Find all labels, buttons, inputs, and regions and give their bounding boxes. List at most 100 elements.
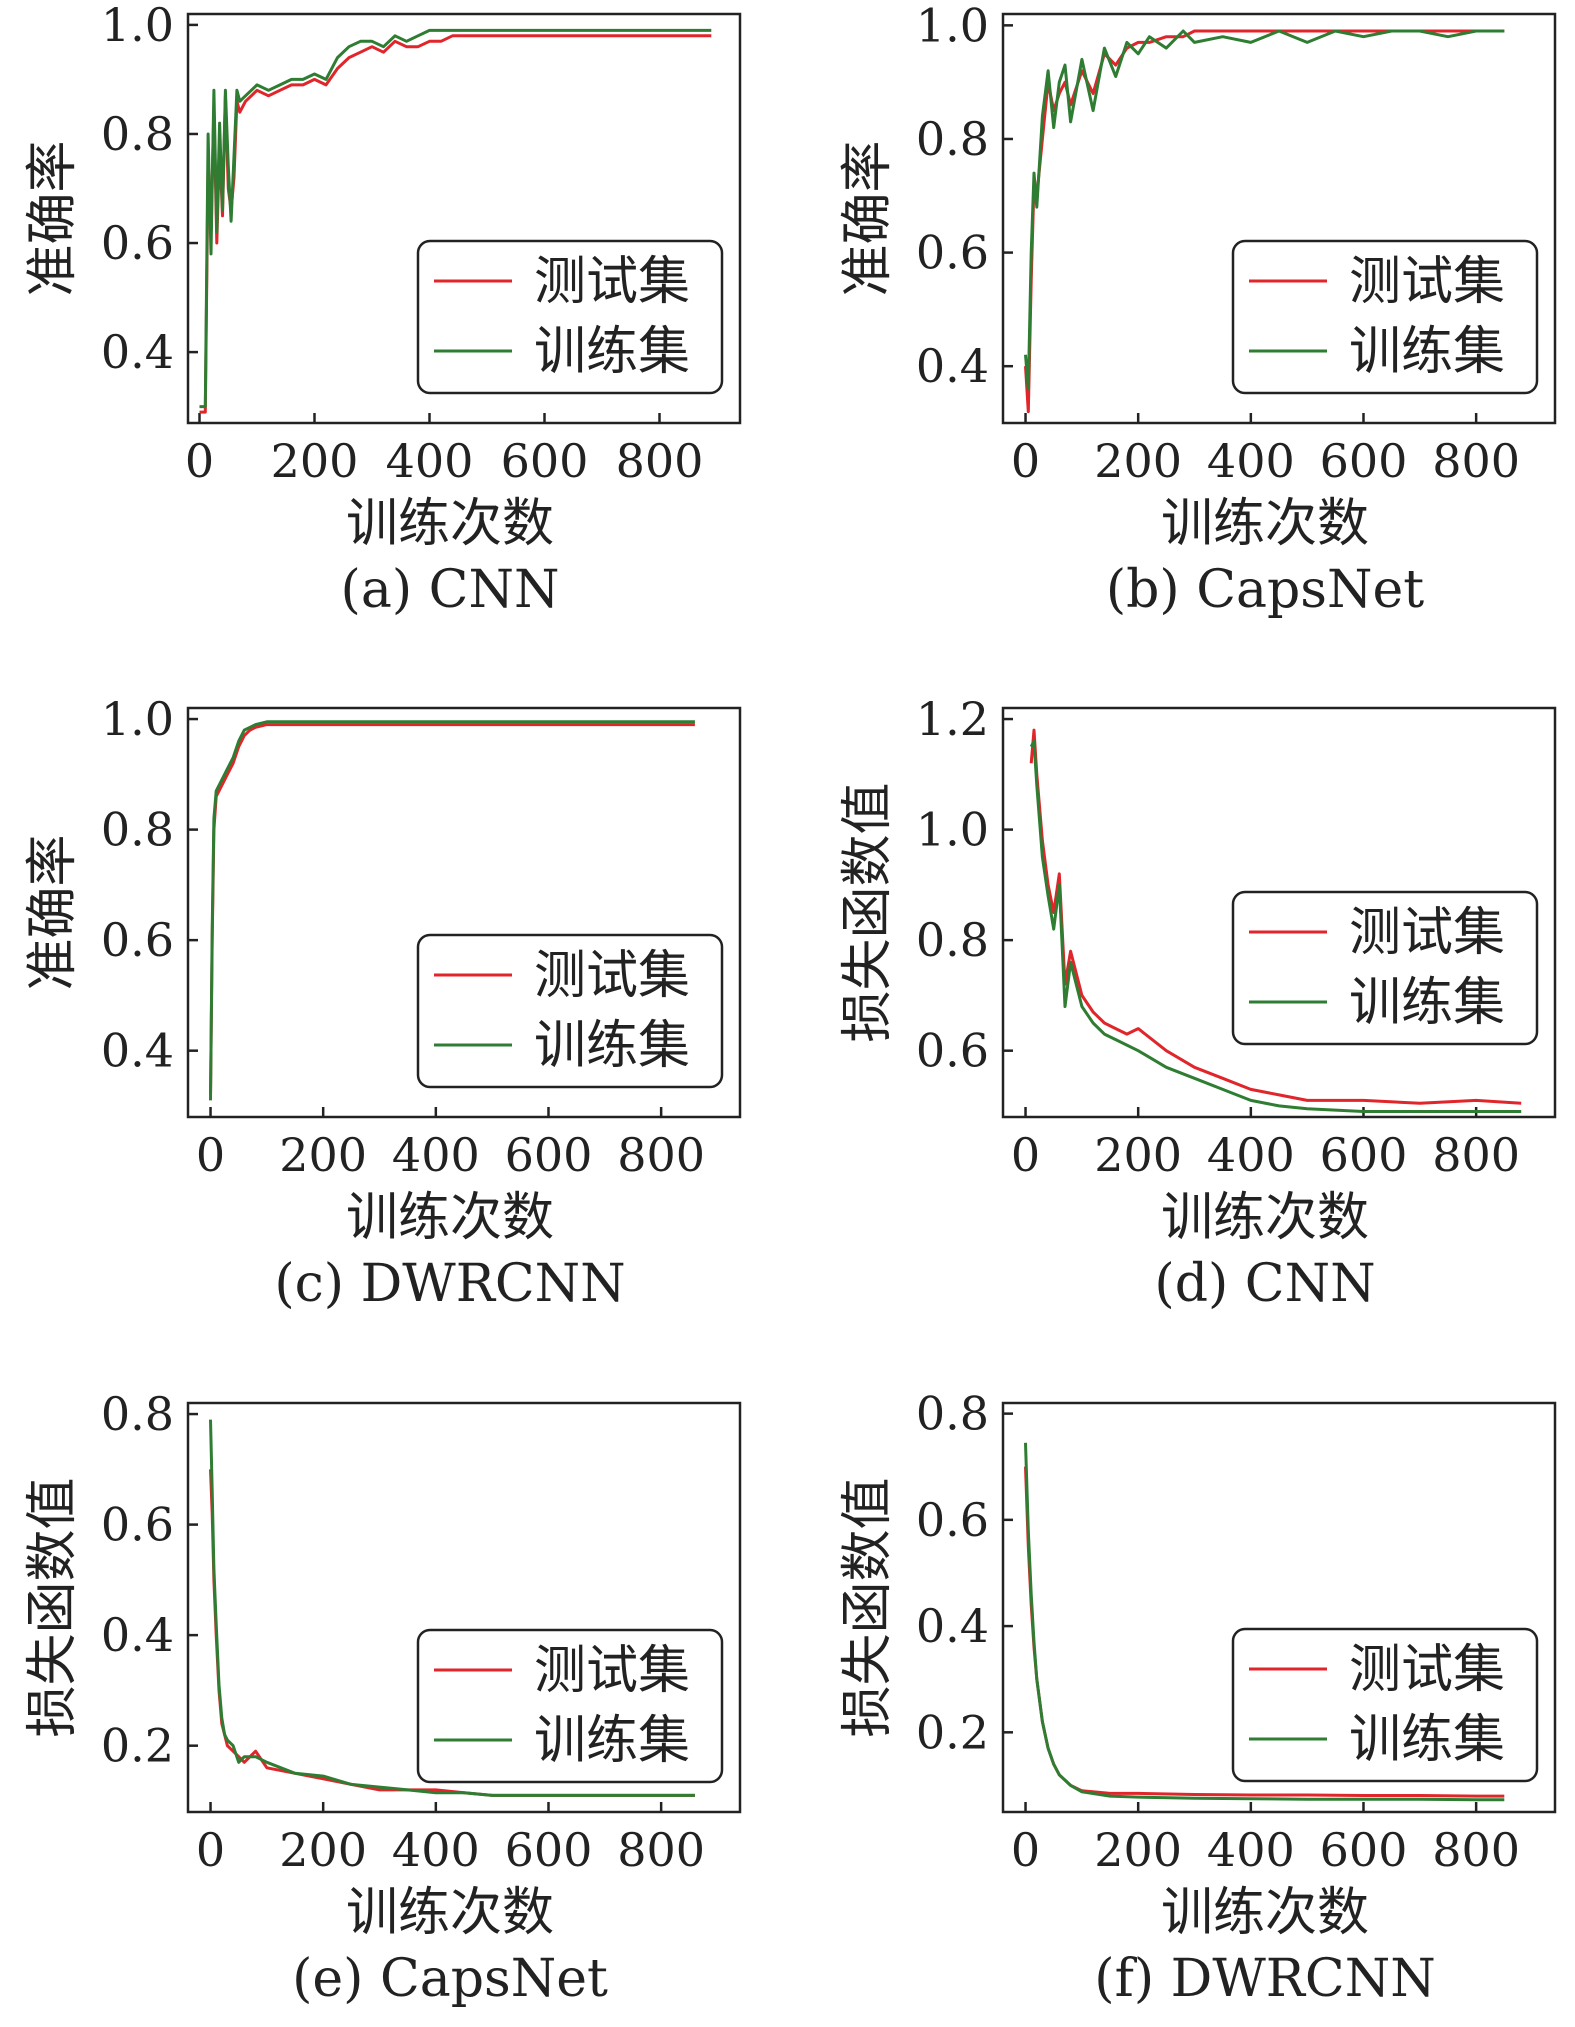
y-tick-label: 0.4 <box>916 339 989 393</box>
y-tick-label: 0.6 <box>916 226 989 280</box>
legend-label-test: 测试集 <box>534 1641 690 1701</box>
legend-box <box>1231 239 1539 395</box>
x-tick-label: 0 <box>1011 1823 1040 1877</box>
x-axis-label: 训练次数 <box>346 1883 554 1943</box>
x-tick-label: 400 <box>1207 434 1295 488</box>
x-tick-label: 0 <box>196 1823 225 1877</box>
x-axis-label: 训练次数 <box>1161 494 1369 554</box>
x-tick-label: 800 <box>1432 1823 1520 1877</box>
series-line-test <box>209 723 695 1095</box>
legend-label-train: 训练集 <box>1349 973 1505 1033</box>
y-tick-label: 0.2 <box>101 1719 174 1773</box>
panel-caption: (b) CapsNet <box>1106 560 1424 620</box>
panel-caption: (f) DWRCNN <box>1094 1949 1435 2009</box>
y-tick-label: 0.4 <box>101 325 174 379</box>
y-tick-label: 0.6 <box>101 913 174 967</box>
y-tick-label: 0.8 <box>101 803 174 857</box>
legend-label-test: 测试集 <box>534 946 690 1006</box>
x-tick-label: 200 <box>1094 434 1182 488</box>
y-tick-label: 1.2 <box>916 692 989 746</box>
x-tick-label: 800 <box>616 434 704 488</box>
x-tick-label: 800 <box>1432 1128 1520 1182</box>
y-tick-label: 0.8 <box>101 107 174 161</box>
series-line-train <box>199 28 712 409</box>
legend-box <box>416 239 724 395</box>
legend-box <box>416 1628 724 1784</box>
x-tick-label: 200 <box>1094 1823 1182 1877</box>
y-tick-label: 0.6 <box>916 1024 989 1078</box>
panel-caption: (c) DWRCNN <box>274 1254 625 1314</box>
x-tick-label: 400 <box>392 1823 480 1877</box>
x-tick-label: 0 <box>185 434 214 488</box>
y-tick-label: 0.8 <box>916 913 989 967</box>
y-axis-label: 准确率 <box>838 140 898 296</box>
x-tick-label: 200 <box>271 434 359 488</box>
y-tick-label: 0.6 <box>101 1498 174 1552</box>
y-tick-label: 0.4 <box>101 1608 174 1662</box>
x-tick-label: 200 <box>279 1128 367 1182</box>
legend-label-test: 测试集 <box>534 252 690 312</box>
y-axis-label: 损失函数值 <box>23 1477 83 1737</box>
x-tick-label: 400 <box>1207 1823 1295 1877</box>
y-tick-label: 0.4 <box>916 1599 989 1653</box>
x-tick-label: 800 <box>617 1128 705 1182</box>
y-tick-label: 0.8 <box>101 1387 174 1441</box>
x-tick-label: 0 <box>196 1128 225 1182</box>
plot-frame <box>1001 12 1557 425</box>
x-tick-label: 0 <box>1011 434 1040 488</box>
y-axis-label: 损失函数值 <box>838 782 898 1042</box>
y-axis-label: 损失函数值 <box>838 1477 898 1737</box>
y-axis-label: 准确率 <box>23 834 83 990</box>
panel-caption: (a) CNN <box>341 560 560 620</box>
x-tick-label: 800 <box>1432 434 1520 488</box>
x-tick-label: 400 <box>392 1128 480 1182</box>
plot-frame <box>186 1401 742 1814</box>
y-axis-label: 准确率 <box>23 140 83 296</box>
x-tick-label: 0 <box>1011 1128 1040 1182</box>
x-tick-label: 200 <box>1094 1128 1182 1182</box>
legend-box <box>416 933 724 1089</box>
y-tick-label: 0.4 <box>101 1024 174 1078</box>
x-tick-label: 800 <box>617 1823 705 1877</box>
y-tick-label: 1.0 <box>916 0 989 52</box>
plot-frame <box>186 12 742 425</box>
series-line-train <box>209 1419 695 1797</box>
x-axis-label: 训练次数 <box>1161 1883 1369 1943</box>
legend-box <box>1231 1627 1539 1783</box>
y-tick-label: 1.0 <box>101 0 174 52</box>
x-axis-label: 训练次数 <box>346 494 554 554</box>
legend-label-test: 测试集 <box>1349 903 1505 963</box>
legend-label-train: 训练集 <box>534 322 690 382</box>
legend-label-train: 训练集 <box>534 1016 690 1076</box>
y-tick-label: 0.8 <box>916 1387 989 1441</box>
x-tick-label: 600 <box>505 1128 593 1182</box>
y-tick-label: 0.8 <box>916 112 989 166</box>
y-tick-label: 0.6 <box>101 216 174 270</box>
x-tick-label: 400 <box>386 434 474 488</box>
x-axis-label: 训练次数 <box>1161 1188 1369 1248</box>
panel-caption: (d) CNN <box>1154 1254 1375 1314</box>
x-tick-label: 600 <box>501 434 589 488</box>
legend-label-train: 训练集 <box>1349 322 1505 382</box>
x-tick-label: 600 <box>1320 434 1408 488</box>
series-line-train <box>1024 1442 1505 1802</box>
x-tick-label: 200 <box>279 1823 367 1877</box>
legend-label-train: 训练集 <box>534 1711 690 1771</box>
legend-label-test: 测试集 <box>1349 252 1505 312</box>
panel-caption: (e) CapsNet <box>292 1949 608 2009</box>
y-tick-label: 1.0 <box>101 692 174 746</box>
x-axis-label: 训练次数 <box>346 1188 554 1248</box>
series-line-train <box>209 720 695 1101</box>
